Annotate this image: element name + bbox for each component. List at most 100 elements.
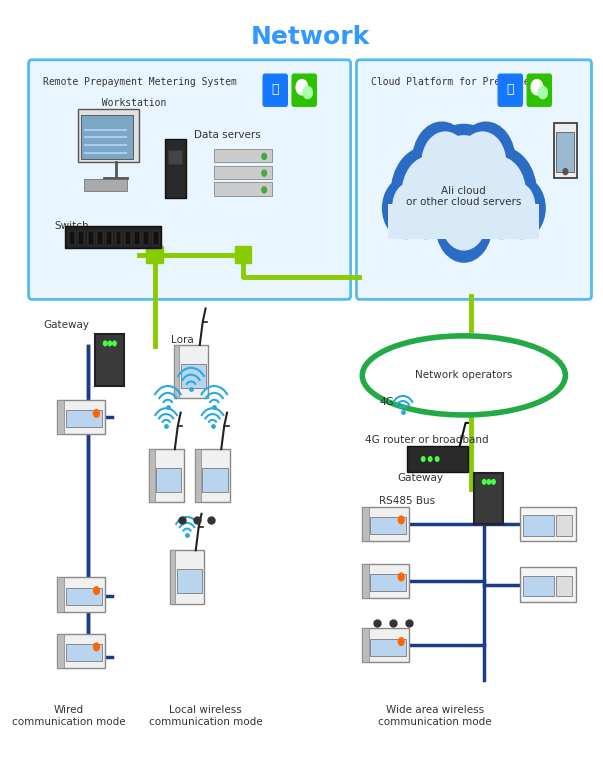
Circle shape [104,341,107,345]
FancyBboxPatch shape [95,334,124,386]
FancyBboxPatch shape [165,139,186,198]
FancyBboxPatch shape [125,231,131,244]
Text: Wide area wireless
communication mode: Wide area wireless communication mode [378,705,491,727]
Ellipse shape [362,336,566,415]
FancyBboxPatch shape [97,231,103,244]
FancyBboxPatch shape [556,576,572,597]
Circle shape [262,153,267,159]
FancyBboxPatch shape [174,345,209,398]
FancyBboxPatch shape [156,468,182,492]
Circle shape [457,122,515,198]
Text: Data servers: Data servers [194,129,260,139]
Circle shape [262,170,267,176]
FancyBboxPatch shape [78,110,139,162]
Circle shape [262,187,267,193]
FancyBboxPatch shape [66,644,102,661]
FancyBboxPatch shape [116,231,121,244]
FancyBboxPatch shape [556,132,573,172]
Text: Remote Prepayment Metering System: Remote Prepayment Metering System [43,77,237,87]
FancyBboxPatch shape [174,345,180,398]
FancyBboxPatch shape [370,517,406,534]
Circle shape [296,80,308,95]
FancyBboxPatch shape [214,149,273,162]
FancyBboxPatch shape [106,231,112,244]
Text: Cloud Platform for Prepayment: Cloud Platform for Prepayment [371,77,541,87]
Circle shape [413,122,471,198]
FancyBboxPatch shape [57,578,104,611]
FancyBboxPatch shape [195,449,230,502]
FancyBboxPatch shape [177,569,202,593]
FancyBboxPatch shape [149,449,154,502]
Circle shape [459,132,506,193]
FancyBboxPatch shape [69,231,75,244]
FancyBboxPatch shape [370,574,406,591]
FancyBboxPatch shape [57,578,64,611]
FancyBboxPatch shape [214,182,273,196]
Circle shape [500,183,535,228]
Circle shape [398,638,404,645]
FancyBboxPatch shape [362,506,409,541]
FancyBboxPatch shape [262,74,288,107]
FancyBboxPatch shape [362,506,368,541]
FancyBboxPatch shape [356,60,592,300]
FancyBboxPatch shape [523,576,554,597]
Text: 支: 支 [271,83,279,96]
Circle shape [398,573,404,581]
Circle shape [487,480,490,484]
Circle shape [429,457,432,461]
FancyBboxPatch shape [57,633,104,668]
FancyBboxPatch shape [362,564,409,597]
FancyBboxPatch shape [195,449,201,502]
Text: Lora: Lora [171,335,194,345]
Circle shape [93,410,99,417]
Text: Network operators: Network operators [415,371,513,381]
FancyBboxPatch shape [57,400,64,434]
FancyBboxPatch shape [362,564,368,597]
Text: Network: Network [250,25,370,49]
FancyBboxPatch shape [153,231,159,244]
Circle shape [436,189,491,262]
Circle shape [303,87,312,99]
Circle shape [402,156,458,229]
Text: Wired
communication mode: Wired communication mode [13,705,126,727]
FancyBboxPatch shape [497,74,523,107]
FancyBboxPatch shape [526,74,552,107]
Text: Gateway: Gateway [43,319,89,330]
Circle shape [93,587,99,594]
FancyBboxPatch shape [556,515,572,535]
Circle shape [435,457,439,461]
FancyBboxPatch shape [84,179,127,191]
Text: Local wireless
communication mode: Local wireless communication mode [149,705,262,727]
FancyBboxPatch shape [57,633,64,668]
Text: Workstation: Workstation [43,98,166,108]
FancyBboxPatch shape [235,246,251,263]
FancyBboxPatch shape [144,231,150,244]
Text: 支: 支 [507,83,514,96]
FancyBboxPatch shape [66,588,102,604]
Circle shape [382,178,429,238]
Circle shape [482,480,486,484]
Circle shape [467,147,537,238]
FancyBboxPatch shape [475,473,504,525]
Text: 4G: 4G [380,398,394,408]
FancyBboxPatch shape [523,515,554,535]
FancyBboxPatch shape [520,568,575,601]
FancyBboxPatch shape [169,550,204,604]
FancyBboxPatch shape [81,115,133,159]
Circle shape [499,178,545,238]
FancyBboxPatch shape [362,628,368,663]
Circle shape [422,132,469,193]
Circle shape [93,643,99,650]
Text: Switch: Switch [55,221,89,231]
FancyBboxPatch shape [554,123,577,178]
Circle shape [391,147,461,238]
Circle shape [470,156,525,229]
FancyBboxPatch shape [291,74,317,107]
FancyBboxPatch shape [65,226,161,248]
FancyBboxPatch shape [28,60,351,300]
Text: Gateway: Gateway [397,473,443,483]
Circle shape [421,457,425,461]
FancyBboxPatch shape [169,550,175,604]
Circle shape [563,169,567,175]
Circle shape [393,183,428,228]
